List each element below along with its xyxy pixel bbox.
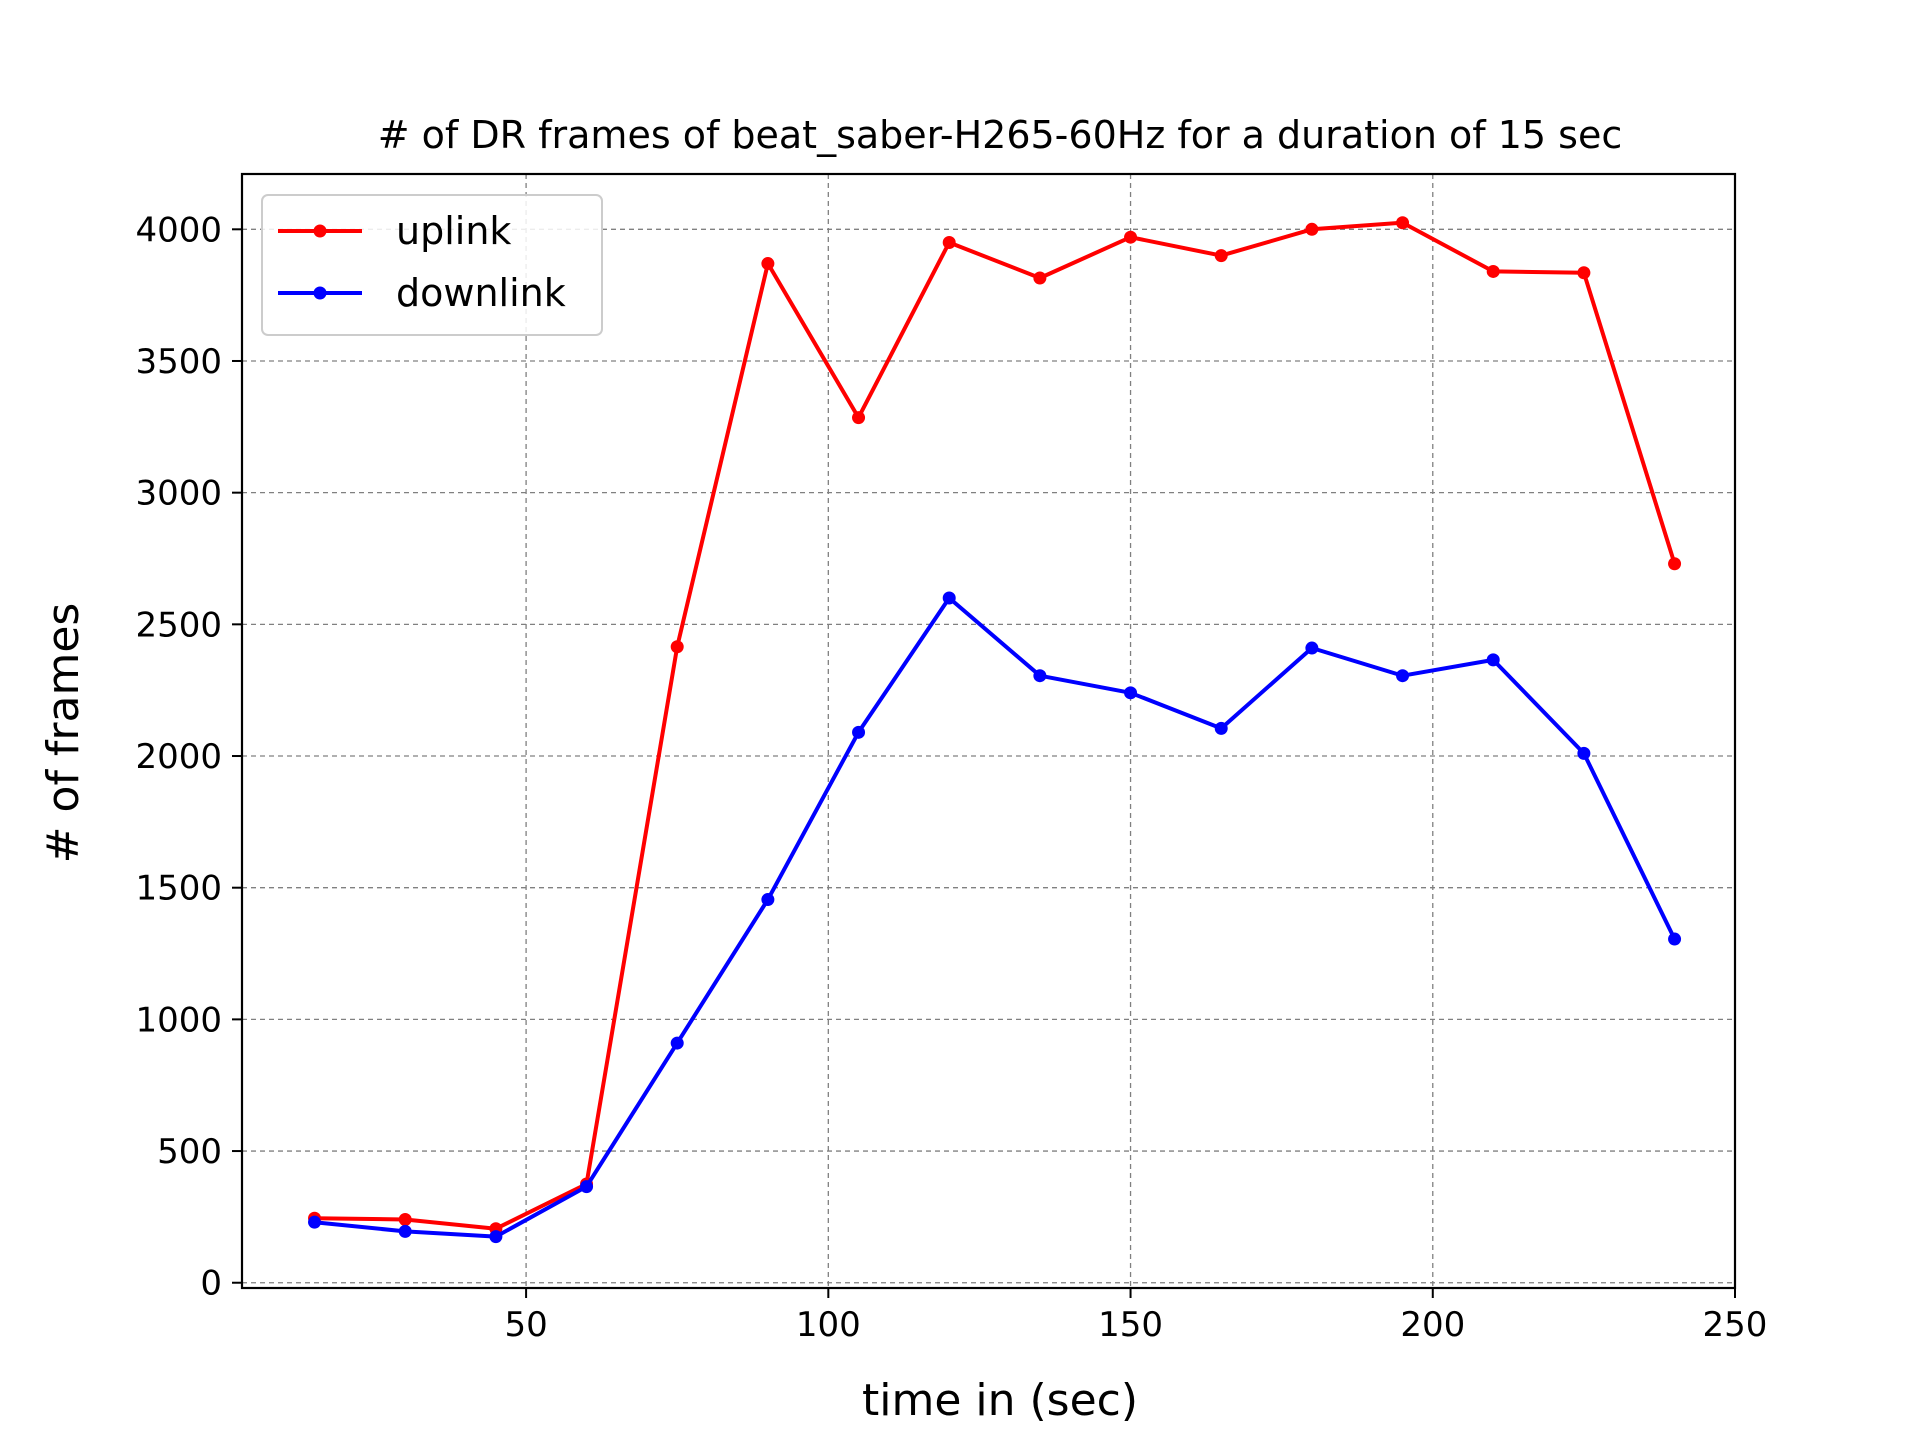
data-point-downlink (942, 591, 956, 605)
data-point-downlink (761, 893, 775, 907)
legend-label-uplink: uplink (396, 209, 511, 253)
x-tick-label: 50 (504, 1305, 547, 1345)
x-axis-label: time in (sec) (862, 1375, 1138, 1426)
data-point-uplink (1124, 230, 1138, 244)
data-point-downlink (1033, 669, 1047, 683)
data-point-downlink (1668, 932, 1682, 946)
y-tick-label: 3500 (135, 342, 222, 382)
legend-label-downlink: downlink (396, 271, 566, 315)
data-point-downlink (580, 1180, 594, 1194)
y-tick-label: 500 (157, 1132, 222, 1172)
data-point-downlink (1396, 669, 1410, 683)
data-point-uplink (398, 1213, 412, 1227)
series-line-downlink (314, 596, 1677, 1239)
data-point-downlink (852, 725, 866, 739)
axis-ticks: 50 100 150 200 25005001000150020002500300035… (135, 210, 1767, 1345)
data-point-uplink (942, 235, 956, 249)
data-point-uplink (670, 640, 684, 654)
data-point-downlink (1305, 641, 1319, 655)
data-point-uplink (1486, 264, 1500, 278)
data-point-uplink (1033, 271, 1047, 285)
x-tick-label: 150 (1098, 1305, 1163, 1345)
data-point-downlink (670, 1036, 684, 1050)
y-axis-label: # of frames (38, 603, 89, 864)
chart-title: # of DR frames of beat_saber-H265-60Hz f… (378, 113, 1622, 157)
data-point-downlink (308, 1215, 322, 1229)
data-point-uplink (1305, 222, 1319, 236)
legend-marker-uplink (313, 224, 327, 238)
y-tick-label: 3000 (135, 474, 222, 514)
y-tick-label: 1000 (135, 1000, 222, 1040)
legend: uplink downlink (261, 194, 603, 336)
series-layer (308, 216, 1682, 1244)
data-point-downlink (1124, 686, 1138, 700)
data-point-downlink (1486, 653, 1500, 667)
data-point-uplink (1668, 557, 1682, 571)
x-tick-label: 200 (1400, 1305, 1465, 1345)
y-tick-label: 4000 (135, 210, 222, 250)
data-point-downlink (1214, 721, 1228, 735)
data-point-downlink (398, 1224, 412, 1238)
data-point-downlink (489, 1230, 503, 1244)
series-line-uplink (314, 220, 1677, 1231)
data-point-uplink (761, 257, 775, 271)
x-tick-label: 250 (1703, 1305, 1768, 1345)
data-point-uplink (1214, 249, 1228, 263)
data-point-uplink (1577, 266, 1591, 280)
y-tick-label: 0 (200, 1264, 222, 1304)
plot-frame (240, 172, 1737, 1290)
y-tick-label: 2000 (135, 737, 222, 777)
y-tick-label: 1500 (135, 869, 222, 909)
data-point-downlink (1577, 746, 1591, 760)
x-tick-label: 100 (796, 1305, 861, 1345)
data-point-uplink (852, 411, 866, 425)
data-point-uplink (1396, 216, 1410, 230)
legend-marker-downlink (313, 286, 327, 300)
y-tick-label: 2500 (135, 605, 222, 645)
